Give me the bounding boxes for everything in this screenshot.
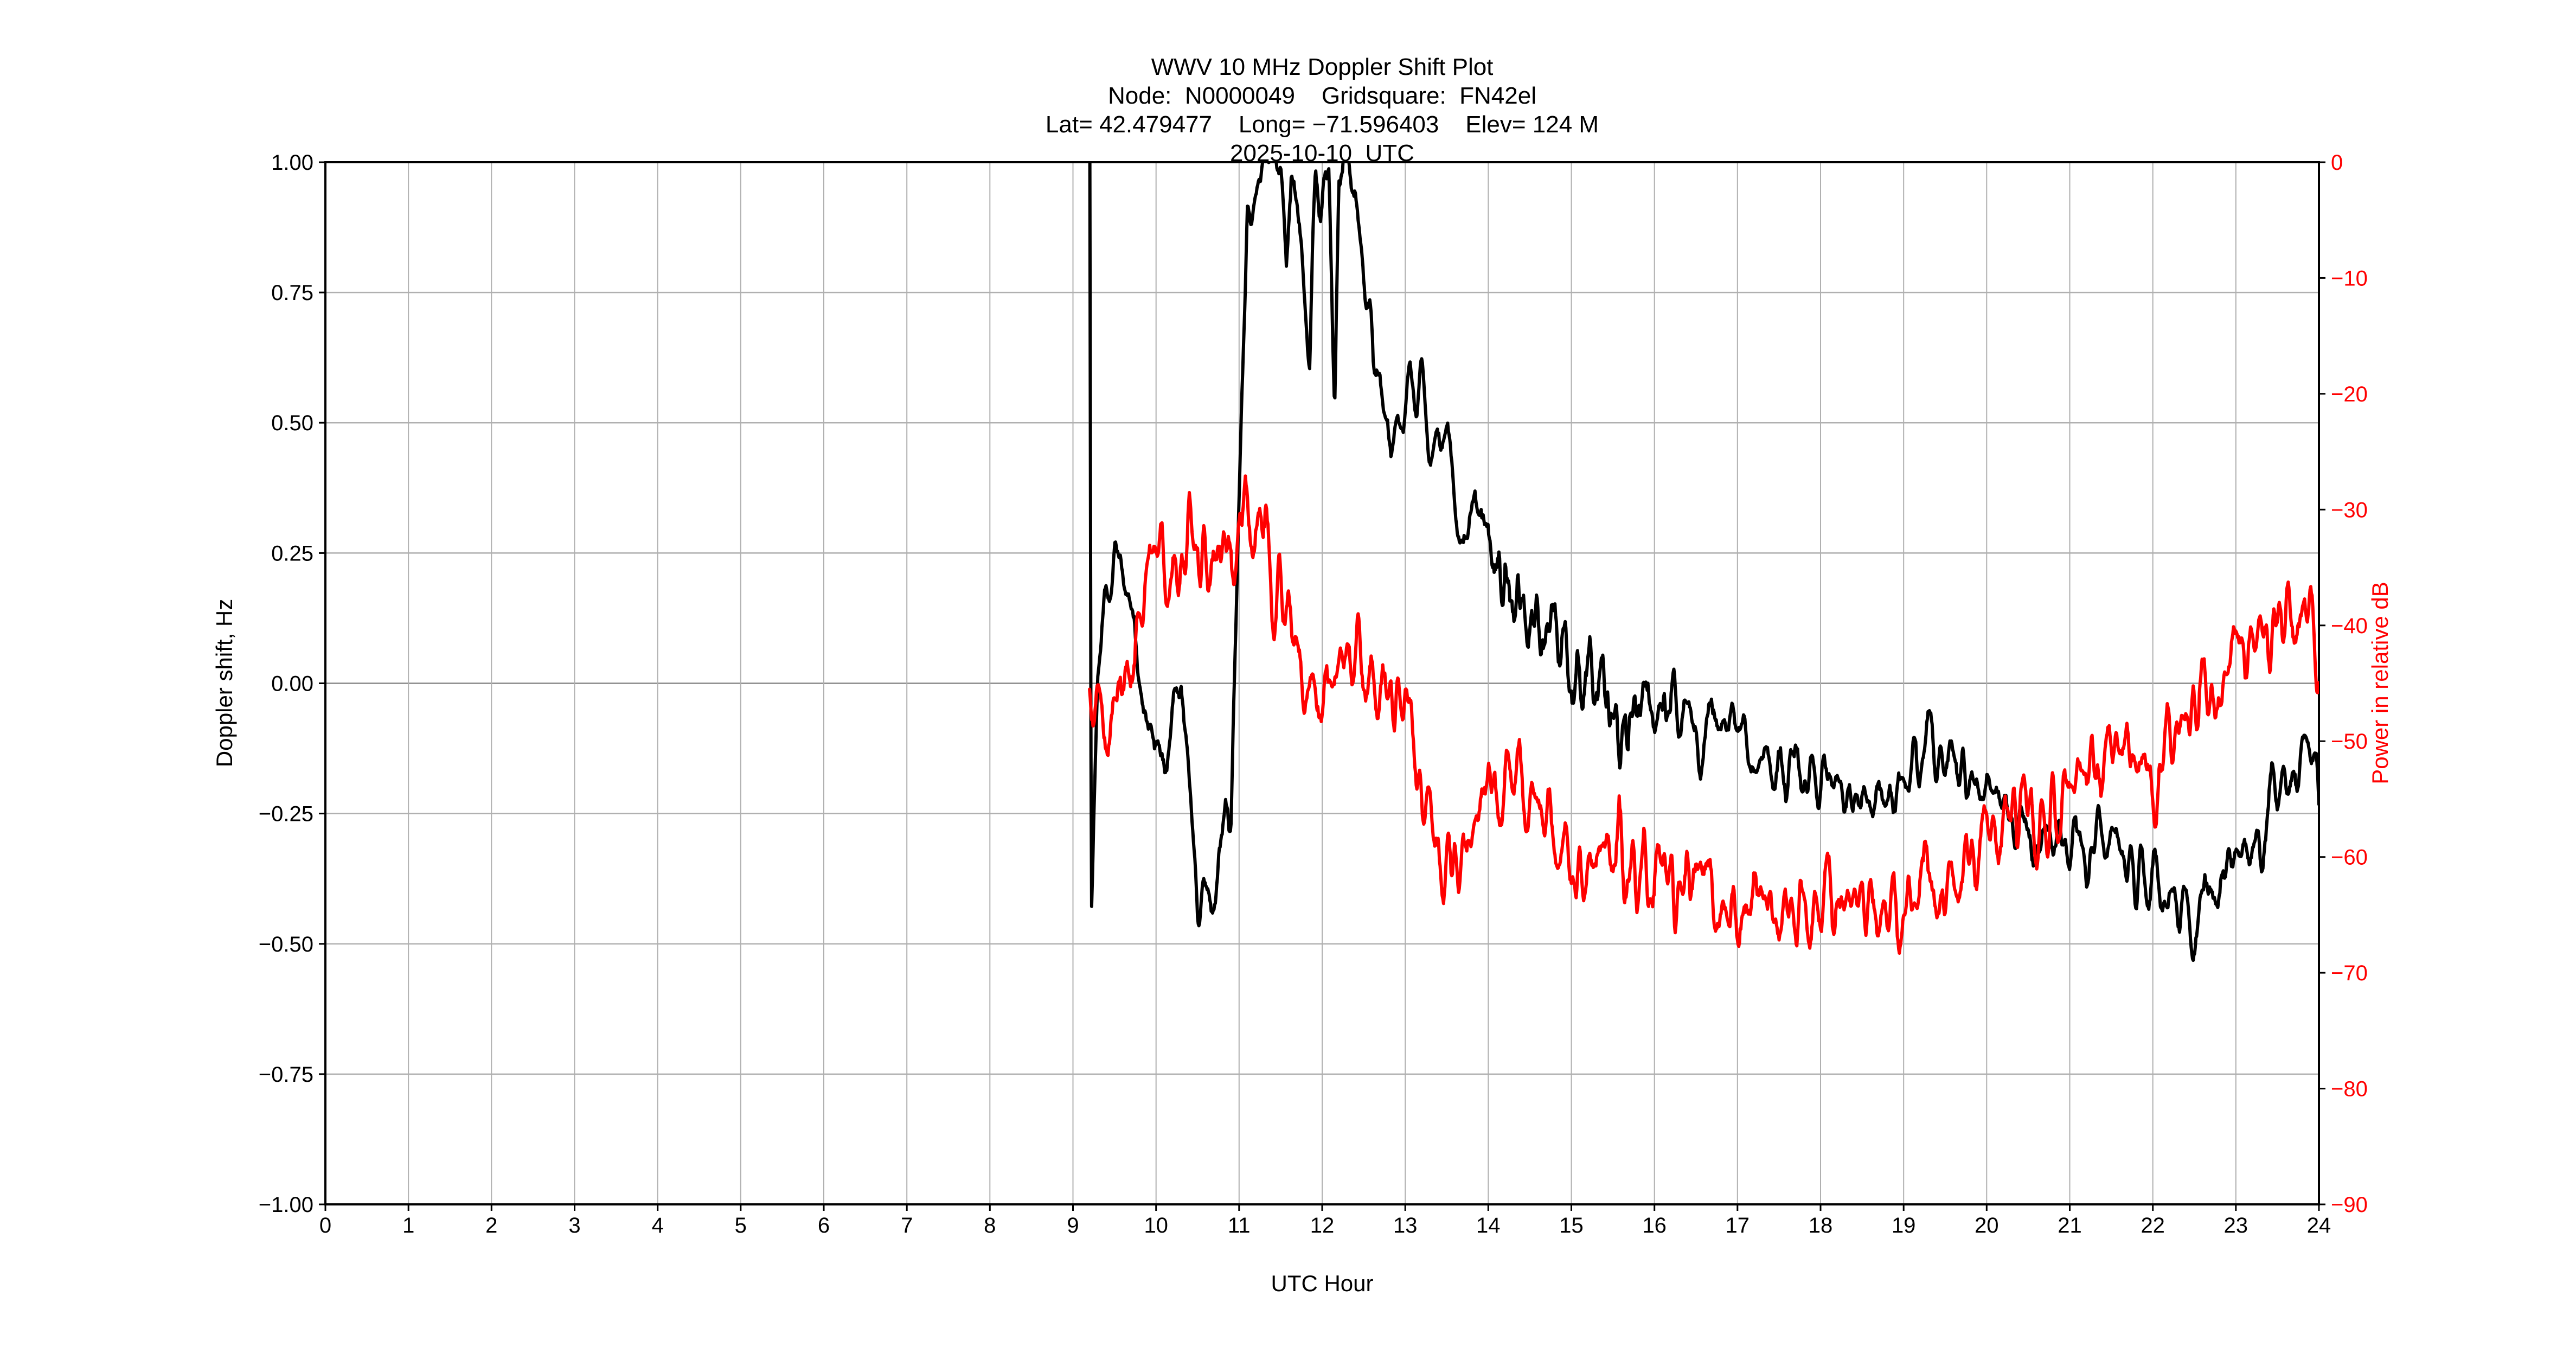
svg-text:10: 10: [1144, 1214, 1168, 1237]
svg-text:7: 7: [901, 1214, 913, 1237]
svg-text:Node: N0000049 Gridsquare:: Node: N0000049 Gridsquare: FN42el: [1108, 82, 1536, 109]
svg-text:19: 19: [1892, 1214, 1916, 1237]
svg-text:Doppler shift, Hz: Doppler shift, Hz: [212, 599, 237, 767]
svg-text:0.75: 0.75: [271, 281, 313, 305]
svg-text:2: 2: [485, 1214, 497, 1237]
svg-text:20: 20: [1975, 1214, 1999, 1237]
svg-text:0.25: 0.25: [271, 541, 313, 565]
svg-text:−80: −80: [2331, 1077, 2368, 1101]
svg-text:0: 0: [319, 1214, 331, 1237]
svg-text:6: 6: [818, 1214, 830, 1237]
svg-text:−1.00: −1.00: [259, 1193, 313, 1217]
svg-text:22: 22: [2141, 1214, 2165, 1237]
svg-text:9: 9: [1067, 1214, 1079, 1237]
svg-text:0: 0: [2331, 151, 2343, 175]
svg-text:0.50: 0.50: [271, 411, 313, 435]
svg-text:−50: −50: [2331, 730, 2368, 754]
svg-text:−40: −40: [2331, 614, 2368, 638]
svg-text:−10: −10: [2331, 266, 2368, 290]
svg-text:0.00: 0.00: [271, 672, 313, 696]
svg-text:1.00: 1.00: [271, 151, 313, 175]
svg-text:24: 24: [2307, 1214, 2331, 1237]
svg-text:−60: −60: [2331, 846, 2368, 870]
svg-text:−0.25: −0.25: [259, 802, 313, 826]
svg-text:23: 23: [2224, 1214, 2248, 1237]
svg-text:−0.75: −0.75: [259, 1063, 313, 1087]
svg-text:11: 11: [1228, 1214, 1251, 1237]
svg-text:Lat= 42.479477 Long= −71.59: Lat= 42.479477 Long= −71.596403 Elev= 12…: [1046, 111, 1599, 138]
svg-text:8: 8: [984, 1214, 996, 1237]
svg-text:4: 4: [652, 1214, 664, 1237]
svg-text:13: 13: [1393, 1214, 1418, 1237]
svg-text:21: 21: [2058, 1214, 2082, 1237]
svg-text:18: 18: [1809, 1214, 1833, 1237]
svg-text:−90: −90: [2331, 1193, 2368, 1217]
svg-text:UTC Hour: UTC Hour: [1271, 1271, 1373, 1296]
svg-text:WWV 10 MHz Doppler Shift Plot: WWV 10 MHz Doppler Shift Plot: [1151, 54, 1494, 80]
svg-text:−30: −30: [2331, 498, 2368, 522]
svg-text:−20: −20: [2331, 382, 2368, 406]
svg-text:15: 15: [1559, 1214, 1584, 1237]
svg-text:14: 14: [1476, 1214, 1501, 1237]
svg-text:16: 16: [1642, 1214, 1667, 1237]
svg-text:1: 1: [402, 1214, 414, 1237]
svg-text:Power in relative dB: Power in relative dB: [2367, 582, 2393, 784]
svg-text:2025-10-10 UTC: 2025-10-10 UTC: [1230, 140, 1414, 167]
svg-text:3: 3: [568, 1214, 580, 1237]
svg-text:17: 17: [1726, 1214, 1750, 1237]
svg-text:5: 5: [735, 1214, 747, 1237]
svg-text:−0.50: −0.50: [259, 933, 313, 956]
svg-text:12: 12: [1310, 1214, 1335, 1237]
svg-text:−70: −70: [2331, 961, 2368, 985]
